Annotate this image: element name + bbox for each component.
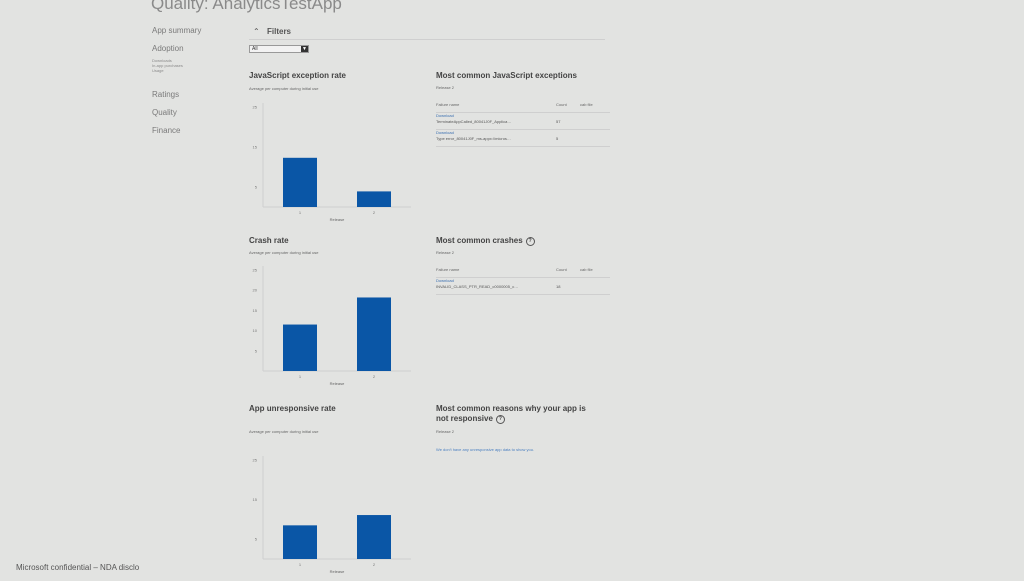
- help-icon[interactable]: ?: [495, 415, 505, 424]
- failure-count: 5: [556, 136, 559, 141]
- release-filter-select[interactable]: All ▼: [249, 45, 309, 53]
- release-filter-value: All: [252, 46, 258, 52]
- js-exception-rate-title: JavaScript exception rate: [249, 71, 346, 80]
- y-tick-label: 5: [255, 348, 258, 353]
- y-tick-label: 25: [253, 268, 258, 273]
- y-tick-label: 5: [255, 185, 258, 190]
- filters-header[interactable]: ⌃ Filters: [249, 27, 605, 40]
- y-tick-label: 25: [253, 105, 258, 110]
- y-tick-label: 15: [253, 308, 258, 313]
- sidebar-subitem-downloads[interactable]: Downloads: [152, 58, 172, 63]
- no-data-message: We don't have any unresponsive app data …: [436, 447, 535, 452]
- table-row: INVALID_CLASS_PTR_READ_c0000005_c… 18 Do…: [436, 278, 610, 295]
- crashes-title: Most common crashes: [436, 236, 523, 245]
- table-row: TerminateAppCalled_80041J0F_Applica… 57 …: [436, 113, 610, 130]
- failure-count: 57: [556, 119, 561, 124]
- download-link[interactable]: Download: [436, 130, 454, 135]
- col-count[interactable]: Count: [556, 267, 567, 272]
- x-tick-label: 1: [299, 374, 302, 379]
- x-tick-label: 2: [373, 210, 376, 215]
- bar: [357, 515, 391, 559]
- page-title: Quality: AnalyticsTestApp: [151, 0, 342, 13]
- sidebar-item-ratings[interactable]: Ratings: [152, 90, 180, 99]
- y-tick-label: 20: [253, 288, 258, 293]
- chart-svg: 5 15 25 1 2 Release: [253, 103, 411, 222]
- bar: [283, 157, 317, 207]
- x-axis-label: Release: [330, 217, 345, 222]
- failure-count: 18: [556, 284, 561, 289]
- crash-rate-title: Crash rate: [249, 236, 289, 245]
- y-tick-label: 25: [253, 458, 258, 463]
- bar: [283, 324, 317, 371]
- y-tick-label: 5: [255, 537, 258, 542]
- filters-label: Filters: [267, 27, 292, 36]
- x-tick-label: 1: [299, 562, 302, 567]
- app-unresponsive-rate-subtitle: Average per computer during initial use: [249, 429, 319, 434]
- y-tick-label: 15: [253, 145, 258, 150]
- col-cab-file[interactable]: cab file: [580, 102, 593, 107]
- sidebar-subitem-in-app-purchases[interactable]: In-app purchases: [152, 63, 183, 68]
- not-responsive-title-line2: not responsive: [436, 414, 493, 423]
- js-exceptions-table: Failure name Count cab file TerminateApp…: [436, 96, 610, 147]
- js-exceptions-release: Release 2: [436, 85, 455, 90]
- col-failure-name[interactable]: Failure name: [436, 102, 460, 107]
- download-link[interactable]: Download: [436, 278, 454, 283]
- chevron-down-icon[interactable]: ▼: [301, 46, 308, 52]
- app-unresponsive-rate-title: App unresponsive rate: [249, 404, 336, 413]
- not-responsive-title-line2-row: not responsive?: [436, 414, 505, 424]
- y-tick-label: 10: [253, 328, 258, 333]
- not-responsive-release: Release 2: [436, 429, 455, 434]
- col-failure-name[interactable]: Failure name: [436, 267, 460, 272]
- app-unresponsive-rate-chart: 5 15 25 1 2 Release: [249, 448, 419, 581]
- js-exception-rate-subtitle: Average per computer during initial use: [249, 86, 319, 91]
- x-tick-label: 2: [373, 374, 376, 379]
- chevron-up-icon: ⌃: [253, 27, 260, 36]
- help-icon[interactable]: ?: [525, 237, 535, 246]
- sidebar-item-finance[interactable]: Finance: [152, 126, 181, 135]
- sidebar-item-quality[interactable]: Quality: [152, 108, 177, 117]
- crashes-table: Failure name Count cab file INVALID_CLAS…: [436, 261, 610, 295]
- sidebar-subitem-usage[interactable]: Usage: [152, 68, 164, 73]
- js-exception-rate-chart: 5 15 25 1 2 Release: [249, 95, 419, 228]
- x-tick-label: 2: [373, 562, 376, 567]
- crashes-release: Release 2: [436, 250, 455, 255]
- failure-name: TerminateAppCalled_80041J0F_Applica…: [436, 119, 512, 124]
- x-tick-label: 1: [299, 210, 302, 215]
- table-header: Failure name Count cab file: [436, 261, 610, 278]
- y-tick-label: 15: [253, 497, 258, 502]
- not-responsive-title-line1: Most common reasons why your app is: [436, 404, 586, 413]
- crashes-title-row: Most common crashes?: [436, 236, 535, 246]
- failure-name: Type error_80041J0F_ms-appx://micros…: [436, 136, 511, 141]
- table-row: Type error_80041J0F_ms-appx://micros… 5 …: [436, 130, 610, 147]
- confidential-footer: Microsoft confidential – NDA disclo: [16, 563, 140, 572]
- chart-svg: 5 10 15 20 25 1 2 Release: [253, 266, 411, 386]
- crash-rate-chart: 5 10 15 20 25 1 2 Release: [249, 260, 419, 393]
- sidebar-item-app-summary[interactable]: App summary: [152, 26, 202, 35]
- col-cab-file[interactable]: cab file: [580, 267, 593, 272]
- download-link[interactable]: Download: [436, 113, 454, 118]
- chart-svg: 5 15 25 1 2 Release: [253, 456, 411, 574]
- x-axis-label: Release: [330, 569, 345, 574]
- bar: [283, 525, 317, 559]
- table-header: Failure name Count cab file: [436, 96, 610, 113]
- bar: [357, 191, 391, 207]
- crash-rate-subtitle: Average per computer during initial use: [249, 250, 319, 255]
- sidebar-item-adoption[interactable]: Adoption: [152, 44, 184, 53]
- failure-name: INVALID_CLASS_PTR_READ_c0000005_c…: [436, 284, 519, 289]
- col-count[interactable]: Count: [556, 102, 567, 107]
- js-exceptions-title: Most common JavaScript exceptions: [436, 71, 577, 80]
- x-axis-label: Release: [330, 381, 345, 386]
- bar: [357, 297, 391, 371]
